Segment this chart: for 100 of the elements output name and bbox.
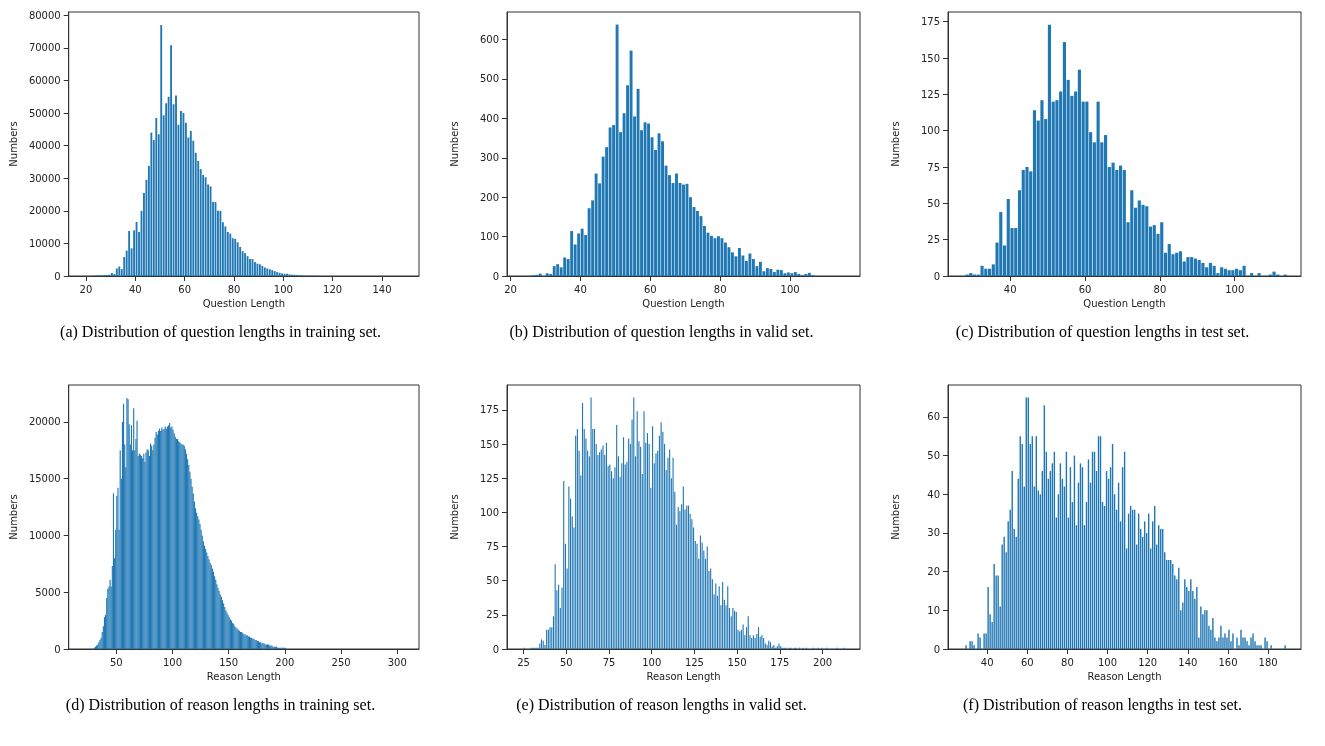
x-axis-title: Reason Length [206,671,281,683]
text: (d) Distribution of reason lengths in training set. [65,695,376,714]
x-tick-label: 140 [1178,656,1198,668]
x-tick-label: 200 [275,656,295,668]
x-tick-label: 100 [1098,656,1118,668]
y-tick-label: 50 [927,197,940,209]
x-tick-label: 180 [1258,656,1278,668]
x-tick-label: 150 [727,656,747,668]
x-tick-label: 60 [643,283,657,295]
text: (f) Distribution of reason lengths in test set. [962,695,1243,714]
x-axis-title: Question Length [202,298,286,310]
x-tick-label: 40 [128,283,142,295]
x-tick-label: 60 [1020,656,1034,668]
x-tick-label: 100 [162,656,183,668]
x-tick-label: 40 [1003,283,1017,295]
x-tick-label: 40 [574,283,587,295]
text: (c) Distribution of question lengths in test set. [955,322,1250,341]
y-tick-label: 200 [479,191,499,203]
y-tick-label: 50 [927,450,940,462]
y-tick-label: 50 [486,575,499,587]
y-tick-label: 40000 [28,140,61,152]
y-tick-label: 0 [933,643,940,655]
x-tick-label: 100 [273,283,293,295]
y-tick-label: 25 [927,234,940,246]
x-tick-label: 100 [780,283,800,295]
y-tick-label: 70000 [28,42,61,54]
y-tick-label: 60 [927,411,940,423]
x-tick-label: 80 [1061,656,1074,668]
x-tick-label: 120 [1138,656,1158,668]
y-tick-label: 300 [479,152,499,164]
x-tick-label: 40 [980,656,994,668]
y-axis-title: Numbers [889,121,901,167]
x-tick-label: 25 [517,656,530,668]
x-axis-title: Question Length [642,298,725,310]
x-tick-label: 80 [713,283,727,295]
y-axis-title: Numbers [889,494,901,540]
y-tick-label: 10 [927,604,940,616]
y-tick-label: 0 [492,270,499,282]
y-tick-label: 500 [479,73,499,85]
x-tick-label: 20 [504,283,517,295]
y-tick-label: 0 [54,643,61,655]
x-tick-label: 60 [1078,283,1092,295]
x-axis-title: Question Length [1083,298,1166,310]
x-axis-title: Reason Length [646,671,721,683]
x-tick-label: 100 [1225,283,1245,295]
y-tick-label: 0 [54,270,61,282]
y-tick-label: 25 [486,609,499,621]
x-tick-label: 60 [178,283,192,295]
y-tick-label: 150 [479,438,499,450]
x-tick-label: 50 [109,656,123,668]
text: (b) Distribution of question lengths in valid set. [509,322,814,341]
x-tick-label: 75 [602,656,616,668]
x-tick-label: 175 [770,656,790,668]
x-tick-label: 150 [219,656,239,668]
y-tick-label: 10000 [28,237,61,249]
x-tick-label: 100 [642,656,662,668]
y-tick-label: 100 [920,125,940,137]
y-axis-title: Numbers [448,494,460,540]
y-tick-label: 0 [933,270,940,282]
x-tick-label: 125 [684,656,704,668]
y-tick-label: 80000 [28,9,61,21]
y-tick-label: 20000 [28,416,61,428]
x-tick-label: 200 [813,656,833,668]
text: (a) Distribution of question lengths in training set. [60,322,381,341]
y-tick-label: 125 [479,472,499,484]
y-tick-label: 175 [479,404,499,416]
text: (e) Distribution of reason lengths in valid set. [516,695,807,714]
x-axis-title: Reason Length [1087,671,1162,683]
y-tick-label: 20 [927,566,940,578]
x-tick-label: 300 [387,656,407,668]
x-tick-label: 250 [331,656,351,668]
y-tick-label: 0 [492,643,499,655]
y-tick-label: 50000 [28,107,61,119]
x-tick-label: 50 [559,656,573,668]
y-axis-title: Numbers [7,494,19,540]
y-tick-label: 100 [479,506,499,518]
y-tick-label: 75 [486,541,499,553]
y-axis-title: Numbers [448,121,460,167]
y-tick-label: 400 [479,112,499,124]
y-axis-title: Numbers [7,121,19,167]
y-tick-label: 60000 [28,74,61,86]
y-tick-label: 5000 [35,586,61,598]
y-tick-label: 40 [927,488,940,500]
x-tick-label: 160 [1218,656,1238,668]
y-tick-label: 20000 [28,205,61,217]
y-tick-label: 150 [920,52,940,64]
x-tick-label: 20 [79,283,93,295]
y-tick-label: 600 [479,34,499,46]
x-tick-label: 80 [1153,283,1167,295]
y-tick-label: 75 [927,161,940,173]
y-tick-label: 175 [920,16,940,28]
x-tick-label: 80 [227,283,241,295]
y-tick-label: 30 [927,527,940,539]
y-tick-label: 10000 [28,529,61,541]
y-tick-label: 125 [920,88,940,100]
y-tick-label: 100 [479,231,499,243]
y-tick-label: 30000 [28,172,61,184]
x-tick-label: 120 [323,283,343,295]
x-tick-label: 140 [372,283,392,295]
y-tick-label: 15000 [28,473,61,485]
